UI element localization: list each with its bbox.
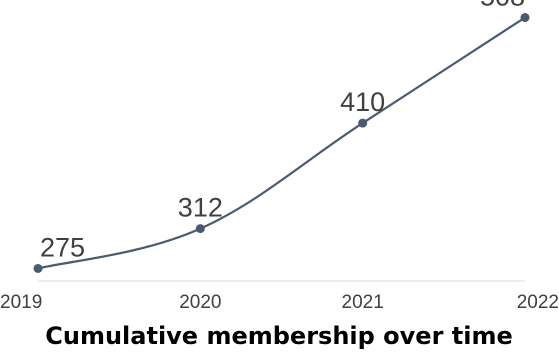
data-point-2020 bbox=[195, 224, 205, 234]
data-labels: 275 312 410 508 bbox=[40, 0, 525, 262]
x-tick-2020: 2020 bbox=[179, 292, 221, 313]
x-tick-labels: 2019 2020 2021 2022 bbox=[0, 292, 559, 313]
series-line bbox=[37, 16, 526, 270]
data-label-2020: 312 bbox=[178, 193, 223, 223]
x-tick-2022: 2022 bbox=[517, 292, 559, 313]
data-point-2021 bbox=[358, 118, 368, 128]
chart-title: Cumulative membership over time bbox=[45, 322, 513, 350]
data-label-2022: 508 bbox=[480, 0, 525, 12]
x-tick-2019: 2019 bbox=[0, 292, 42, 313]
x-tick-2021: 2021 bbox=[342, 292, 384, 313]
data-label-2021: 410 bbox=[340, 87, 385, 117]
data-points bbox=[33, 13, 530, 273]
data-point-2022 bbox=[520, 13, 530, 23]
data-point-2019 bbox=[33, 263, 43, 273]
data-label-2019: 275 bbox=[40, 232, 85, 262]
